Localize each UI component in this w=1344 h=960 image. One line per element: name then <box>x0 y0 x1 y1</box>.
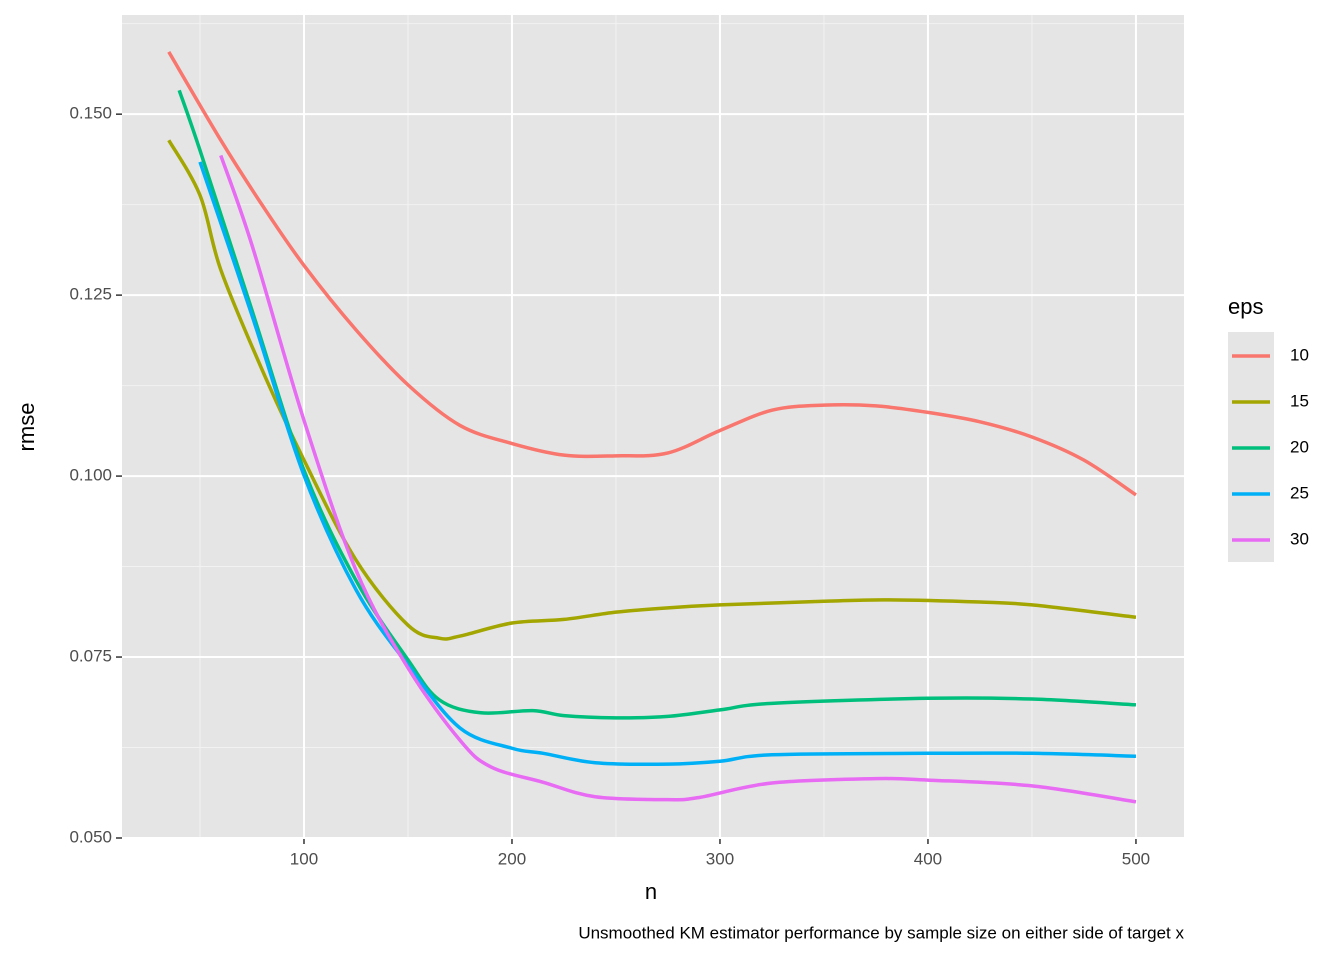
line <box>198 161 1136 767</box>
panel <box>122 15 1184 838</box>
x-tick-label: 200 <box>498 849 526 868</box>
legend-label: 30 <box>1290 529 1309 548</box>
legend-title: eps <box>1228 294 1263 319</box>
y-tick-label: 0.125 <box>69 285 112 304</box>
legend-label: 15 <box>1290 391 1309 410</box>
line <box>219 154 1137 804</box>
legend-label: 25 <box>1290 483 1309 502</box>
y-tick-label: 0.075 <box>69 647 112 666</box>
line <box>167 51 1137 497</box>
legend-label: 20 <box>1290 437 1309 456</box>
y-tick-label: 0.050 <box>69 827 112 846</box>
x-tick-label: 400 <box>914 849 942 868</box>
x-tick-label: 100 <box>290 849 318 868</box>
y-axis-title: rmse <box>14 403 39 452</box>
y-tick-label: 0.100 <box>69 466 112 485</box>
x-tick-label: 500 <box>1122 849 1150 868</box>
caption: Unsmoothed KM estimator performance by s… <box>578 923 1184 942</box>
legend-label: 10 <box>1290 345 1309 364</box>
x-tick-label: 300 <box>706 849 734 868</box>
y-tick-label: 0.150 <box>69 104 112 123</box>
x-axis-title: n <box>645 879 657 904</box>
line <box>167 139 1137 641</box>
